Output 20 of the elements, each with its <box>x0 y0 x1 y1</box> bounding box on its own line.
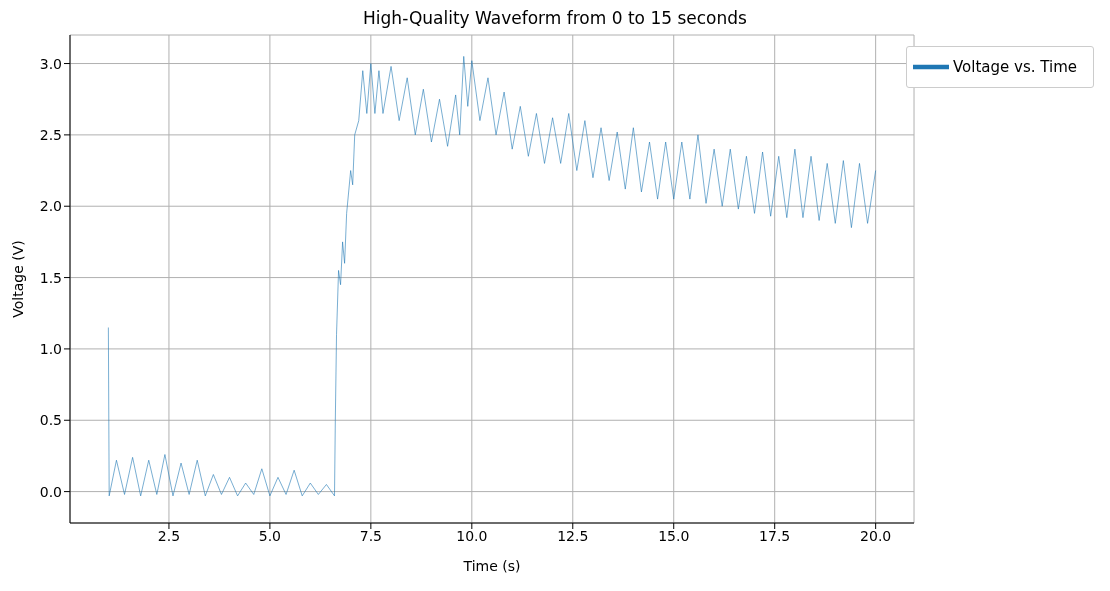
y-tick-label: 0.5 <box>39 412 62 429</box>
x-tick-label: 12.5 <box>557 527 589 544</box>
legend-label: Voltage vs. Time <box>953 57 1077 76</box>
y-tick-label: 1.0 <box>39 340 62 357</box>
x-tick-label: 15.0 <box>658 527 690 544</box>
y-tick-label: 2.0 <box>39 198 62 215</box>
x-tick-label: 7.5 <box>359 527 382 544</box>
y-tick-label: 1.5 <box>39 269 62 286</box>
x-tick-label: 20.0 <box>860 527 892 544</box>
y-axis-title: Voltage (V) <box>9 240 26 318</box>
x-tick-label: 5.0 <box>258 527 282 544</box>
x-tick-label: 2.5 <box>157 527 181 544</box>
x-tick-label: 10.0 <box>456 527 488 544</box>
x-tick-label: 17.5 <box>759 527 791 544</box>
y-tick-label: 0.0 <box>39 483 62 500</box>
x-axis-title: Time (s) <box>462 558 521 574</box>
chart-title: High-Quality Waveform from 0 to 15 seconds <box>362 8 748 28</box>
y-tick-label: 2.5 <box>39 126 62 143</box>
y-tick-label: 3.0 <box>39 55 62 72</box>
line-series <box>108 56 876 497</box>
